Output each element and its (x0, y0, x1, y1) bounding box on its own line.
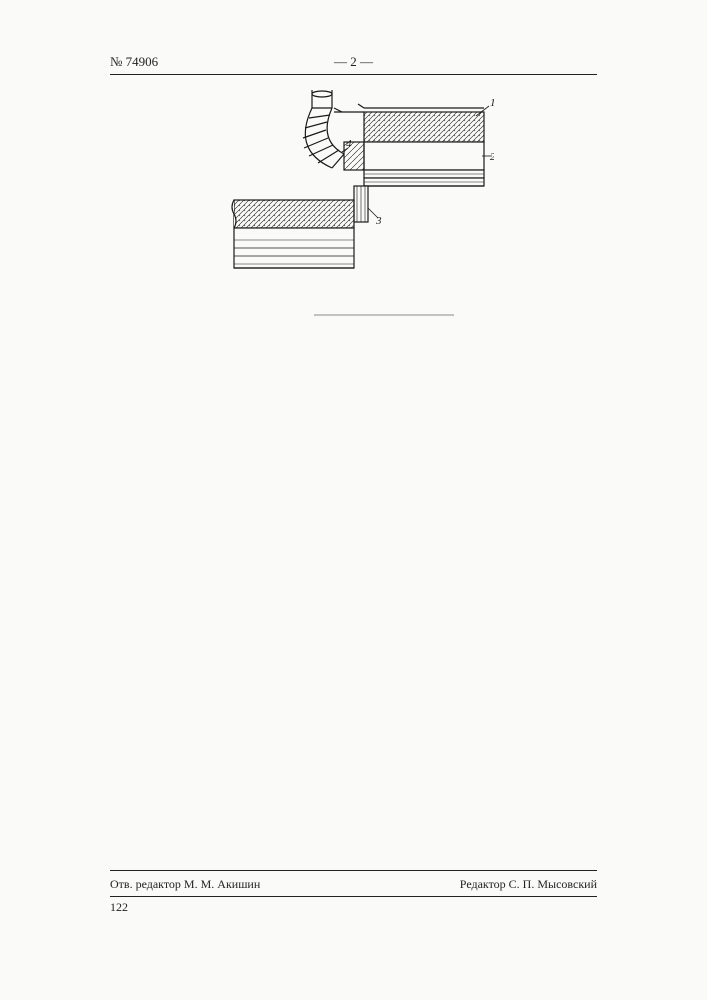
footer-rule-top (110, 870, 597, 871)
doc-number: № 74906 (110, 54, 158, 70)
technical-figure: 1 2 3 4 (214, 90, 494, 345)
responsible-editor: Отв. редактор М. М. Акишин (110, 877, 260, 892)
figure-label-1: 1 (490, 97, 494, 109)
page-marker: — 2 — (334, 54, 373, 70)
page-header: № 74906 — 2 — (110, 54, 597, 70)
footer-page-number: 122 (110, 900, 128, 915)
footer-rule-bottom (110, 896, 597, 897)
header-rule (110, 74, 597, 75)
page: № 74906 — 2 — (0, 0, 707, 1000)
figure-label-2: 2 (490, 151, 494, 163)
figure-label-3: 3 (375, 215, 382, 227)
editor: Редактор С. П. Мысовский (460, 877, 597, 892)
figure-label-4: 4 (346, 138, 352, 150)
footer-text: Отв. редактор М. М. Акишин Редактор С. П… (110, 877, 597, 892)
